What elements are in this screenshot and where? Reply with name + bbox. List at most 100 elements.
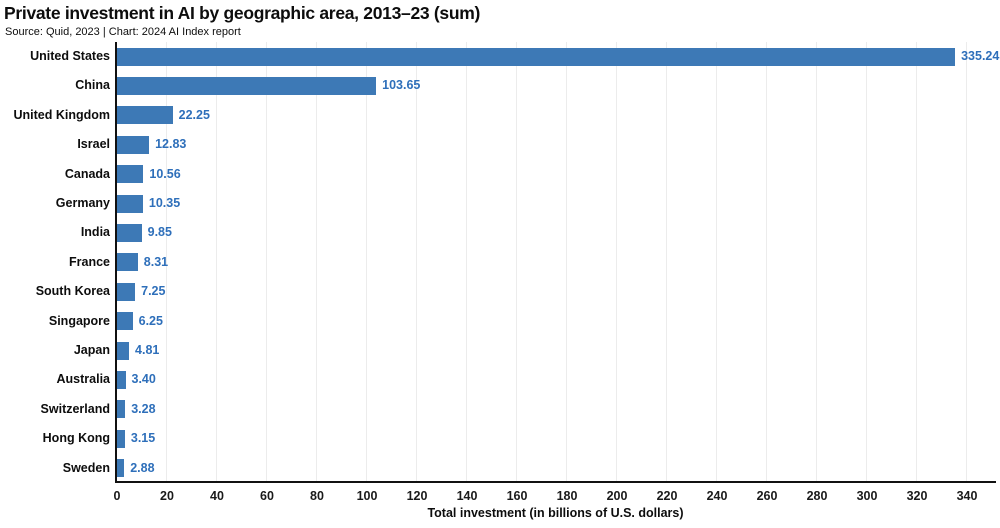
gridline bbox=[566, 42, 567, 481]
x-axis-tick-label: 280 bbox=[806, 489, 828, 503]
bar-row: South Korea 7.25 bbox=[36, 277, 996, 306]
bar bbox=[117, 370, 126, 389]
category-label: South Korea bbox=[35, 284, 110, 299]
chart-subtitle: Source: Quid, 2023 | Chart: 2024 AI Inde… bbox=[5, 26, 241, 38]
x-axis-tick-label: 140 bbox=[456, 489, 478, 503]
value-label: 3.15 bbox=[130, 431, 156, 446]
bar bbox=[117, 194, 143, 213]
x-axis-title: Total investment (in billions of U.S. do… bbox=[427, 506, 684, 520]
gridline bbox=[366, 42, 367, 481]
bar bbox=[117, 165, 144, 184]
value-label: 10.56 bbox=[149, 166, 181, 181]
bar-row: United Kingdom 22.25 bbox=[13, 101, 996, 130]
bar-row: United States 335.24 bbox=[30, 42, 1000, 71]
value-label: 9.85 bbox=[147, 225, 172, 240]
category-label: Germany bbox=[55, 196, 110, 210]
bar bbox=[117, 253, 138, 272]
x-axis-tick-label: 120 bbox=[406, 489, 428, 503]
bar-row: Australia 3.40 bbox=[57, 365, 996, 394]
category-label: Hong Kong bbox=[42, 431, 110, 446]
category-label: Switzerland bbox=[40, 401, 110, 416]
value-label: 7.25 bbox=[141, 284, 166, 299]
value-label: 3.40 bbox=[131, 372, 156, 387]
category-label: Australia bbox=[56, 372, 111, 387]
gridline bbox=[716, 42, 717, 481]
x-axis-tick-label: 20 bbox=[160, 489, 174, 503]
gridline bbox=[766, 42, 767, 481]
x-axis-tick-label: 300 bbox=[856, 489, 878, 503]
value-label: 6.25 bbox=[138, 313, 163, 328]
x-axis-tick-label: 100 bbox=[356, 489, 378, 503]
bar bbox=[117, 76, 377, 95]
x-axis-tick-label: 260 bbox=[756, 489, 778, 503]
x-axis-tick-label: 80 bbox=[310, 489, 324, 503]
value-label: 10.35 bbox=[148, 196, 181, 210]
bar bbox=[117, 282, 136, 301]
category-label: United States bbox=[30, 49, 110, 63]
bar-row: Sweden 2.88 bbox=[63, 454, 996, 483]
x-axis-tick-label: 180 bbox=[556, 489, 578, 503]
bar-row: Japan 4.81 bbox=[74, 336, 996, 365]
value-label: 2.88 bbox=[130, 460, 155, 475]
bar bbox=[117, 400, 126, 419]
gridline bbox=[866, 42, 867, 481]
x-axis-tick-label: 40 bbox=[210, 489, 224, 503]
gridline bbox=[316, 42, 317, 481]
category-label: India bbox=[80, 225, 110, 240]
gridline bbox=[816, 42, 817, 481]
category-label: Japan bbox=[73, 343, 110, 357]
category-label: United Kingdom bbox=[13, 107, 110, 122]
bar bbox=[117, 459, 125, 478]
value-label: 335.24 bbox=[961, 49, 1000, 63]
bar-row: China 103.65 bbox=[75, 71, 996, 100]
value-label: 3.28 bbox=[131, 401, 156, 416]
x-axis-tick-label: 0 bbox=[113, 489, 121, 503]
x-axis-tick-label: 60 bbox=[260, 489, 274, 503]
plot-area: United States 335.24 China 103.65 United Kin… bbox=[13, 42, 1000, 503]
x-axis-tick-label: 160 bbox=[506, 489, 528, 503]
bar-row: India 9.85 bbox=[81, 218, 996, 247]
x-axis-tick-label: 220 bbox=[656, 489, 678, 503]
category-label: Israel bbox=[77, 137, 110, 152]
bar-row: Israel 12.83 bbox=[77, 130, 996, 159]
gridline bbox=[916, 42, 917, 481]
category-label: Singapore bbox=[48, 313, 110, 328]
bar-row: Canada 10.56 bbox=[65, 160, 996, 189]
gridline bbox=[466, 42, 467, 481]
bar bbox=[117, 135, 150, 154]
value-label: 4.81 bbox=[135, 343, 160, 357]
gridline bbox=[266, 42, 267, 481]
gridline bbox=[516, 42, 517, 481]
gridline bbox=[216, 42, 217, 481]
value-label: 12.83 bbox=[155, 137, 187, 152]
category-label: France bbox=[69, 254, 110, 269]
x-axis-tick-label: 320 bbox=[906, 489, 928, 503]
bar bbox=[117, 223, 142, 242]
value-label: 103.65 bbox=[382, 78, 421, 93]
bar bbox=[117, 47, 956, 66]
category-label: Canada bbox=[64, 166, 110, 181]
chart-title: Private investment in AI by geographic a… bbox=[4, 3, 481, 23]
x-axis-tick-label: 200 bbox=[606, 489, 628, 503]
gridline bbox=[966, 42, 967, 481]
value-label: 8.31 bbox=[143, 254, 169, 269]
bar-row: Hong Kong 3.15 bbox=[43, 424, 996, 453]
gridline bbox=[416, 42, 417, 481]
bar bbox=[117, 341, 130, 360]
gridline bbox=[166, 42, 167, 481]
category-label: Sweden bbox=[62, 460, 110, 475]
x-axis-tick-label: 340 bbox=[956, 489, 978, 503]
category-label: China bbox=[75, 78, 110, 93]
bar-row: France 8.31 bbox=[69, 248, 996, 277]
bar bbox=[117, 429, 125, 448]
bar bbox=[117, 312, 133, 331]
x-axis-tick-label: 240 bbox=[706, 489, 728, 503]
bar-row: Germany 10.35 bbox=[56, 189, 996, 218]
bar-row: Singapore 6.25 bbox=[49, 307, 996, 336]
gridline bbox=[616, 42, 617, 481]
bar-row: Switzerland 3.28 bbox=[41, 395, 996, 424]
gridline bbox=[666, 42, 667, 481]
value-label: 22.25 bbox=[178, 107, 210, 122]
bar bbox=[117, 106, 173, 125]
